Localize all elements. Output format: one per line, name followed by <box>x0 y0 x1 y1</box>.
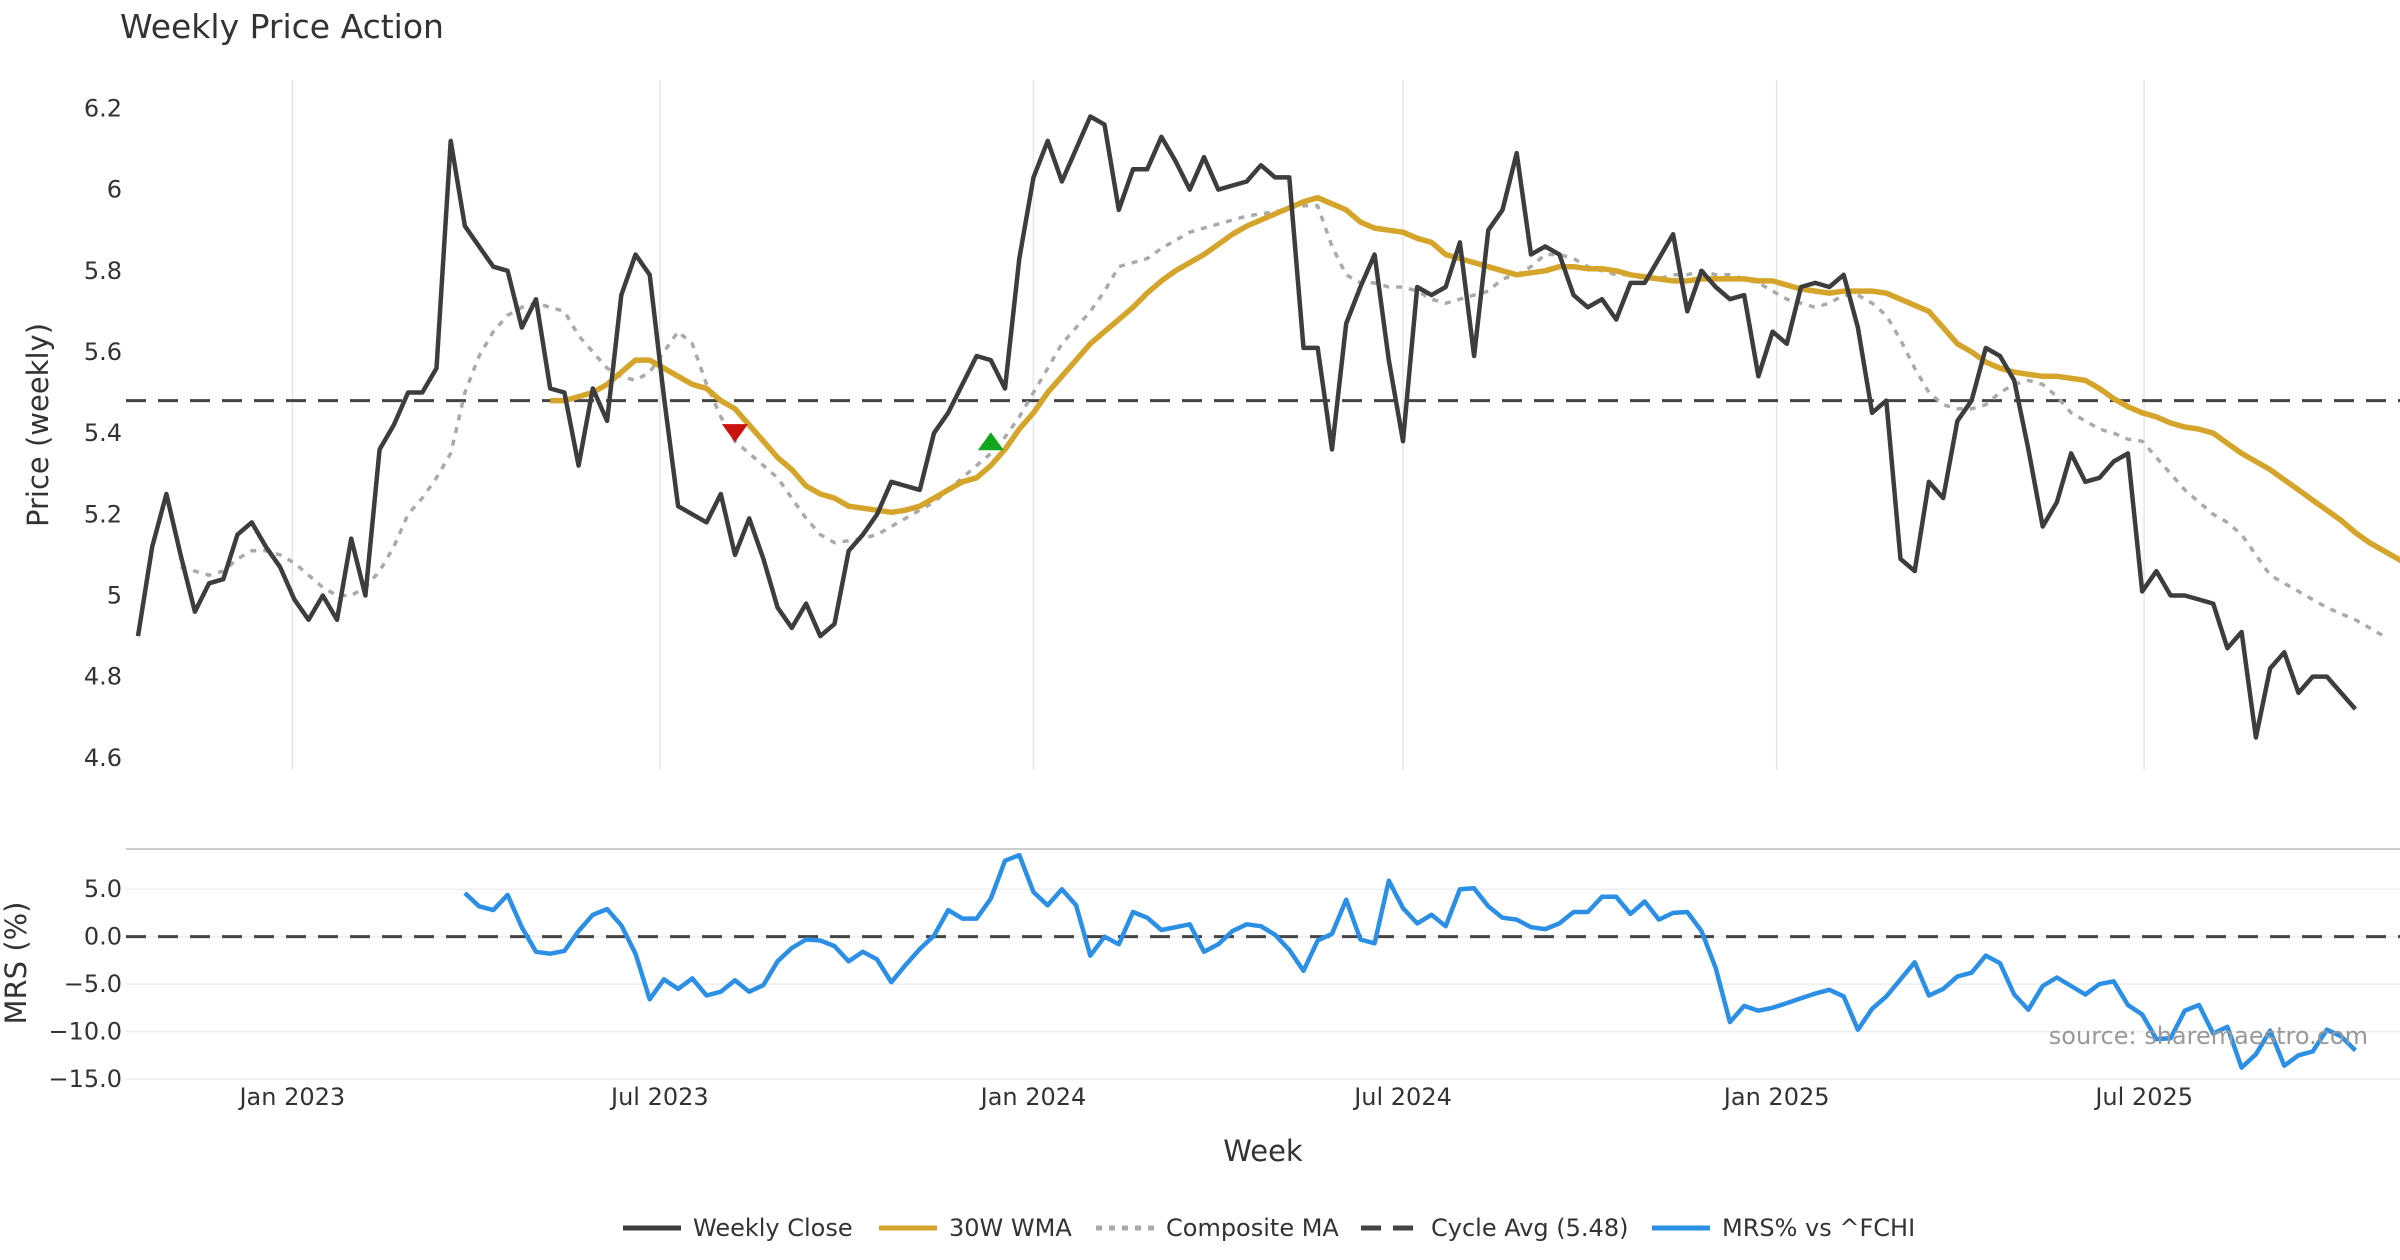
legend-item-cycle-avg-5-48: Cycle Avg (5.48) <box>1361 1214 1628 1242</box>
price-gridlines <box>291 80 2145 770</box>
legend-item-mrs-vs-fchi: MRS% vs ^FCHI <box>1652 1214 1915 1242</box>
legend-label: Cycle Avg (5.48) <box>1431 1214 1628 1242</box>
price-y-tick-5-4: 5.4 <box>84 419 122 447</box>
mrs-y-tick-0: 5.0 <box>84 875 122 903</box>
x-tick-jul-2024: Jul 2024 <box>1352 1083 1452 1111</box>
price-y-tick-5-2: 5.2 <box>84 500 122 528</box>
signal-markers <box>721 424 1004 451</box>
x-tick-jan-2023: Jan 2023 <box>237 1083 345 1111</box>
x-axis-title: Week <box>1223 1134 1303 1168</box>
series-weekly-close <box>135 114 2358 740</box>
sell-signal-marker <box>721 424 748 443</box>
price-y-tick-4-8: 4.8 <box>84 663 122 691</box>
price-y-tick-6-2: 6.2 <box>84 94 122 122</box>
buy-signal-marker <box>977 432 1004 451</box>
mrs-series-group <box>463 852 2357 1070</box>
mrs-panel: 5.0 0.0 −5.0 −10.0 −15.0 MRS (%) source: sha… <box>0 852 2400 1093</box>
legend-item-composite-ma: Composite MA <box>1096 1214 1339 1242</box>
price-panel: 4.6 4.8 5 5.2 5.4 5.6 5.8 6 6.2 Price (weekly) <box>21 80 2400 772</box>
price-y-tick-6: 6 <box>107 176 122 204</box>
x-tick-labels: Jan 2023 Jul 2023 Jan 2024 Jul 2024 Jan 2025… <box>237 1083 2193 1111</box>
price-y-tick-5-8: 5.8 <box>84 257 122 285</box>
x-tick-jul-2025: Jul 2025 <box>2093 1083 2193 1111</box>
price-y-tick-5-6: 5.6 <box>84 338 122 366</box>
legend-item-weekly-close: Weekly Close <box>623 1214 853 1242</box>
price-y-tick-5: 5 <box>107 581 122 609</box>
mrs-gridlines <box>126 888 2400 1080</box>
price-y-tick-4-6: 4.6 <box>84 744 122 772</box>
price-y-tick-labels: 4.6 4.8 5 5.2 5.4 5.6 5.8 6 6.2 <box>84 94 122 771</box>
mrs-y-tick-3: −10.0 <box>48 1018 122 1046</box>
mrs-y-tick-2: −5.0 <box>64 970 122 998</box>
mrs-y-tick-1: 0.0 <box>84 923 122 951</box>
series-composite-ma <box>180 204 2385 638</box>
x-tick-jul-2023: Jul 2023 <box>609 1083 709 1111</box>
legend: Weekly Close 30W WMA Composite MA Cycle Avg… <box>623 1214 1915 1242</box>
price-series-group <box>135 114 2400 740</box>
x-tick-jan-2025: Jan 2025 <box>1722 1083 1830 1111</box>
chart-title: Weekly Price Action <box>120 7 444 46</box>
price-y-axis-title: Price (weekly) <box>21 323 55 527</box>
legend-label: MRS% vs ^FCHI <box>1722 1214 1915 1242</box>
legend-item-30w-wma: 30W WMA <box>879 1214 1072 1242</box>
legend-label: Weekly Close <box>693 1214 853 1242</box>
legend-label: Composite MA <box>1166 1214 1339 1242</box>
legend-label: 30W WMA <box>949 1214 1072 1242</box>
mrs-y-tick-labels: 5.0 0.0 −5.0 −10.0 −15.0 <box>48 875 122 1093</box>
source-annotation: source: sharemaestro.com <box>2049 1022 2368 1050</box>
mrs-y-axis-title: MRS (%) <box>0 902 33 1025</box>
series-mrs-vs-fchi <box>463 852 2357 1070</box>
mrs-y-tick-4: −15.0 <box>48 1065 122 1093</box>
x-tick-jan-2024: Jan 2024 <box>979 1083 1087 1111</box>
series-30w-wma <box>550 194 2400 564</box>
